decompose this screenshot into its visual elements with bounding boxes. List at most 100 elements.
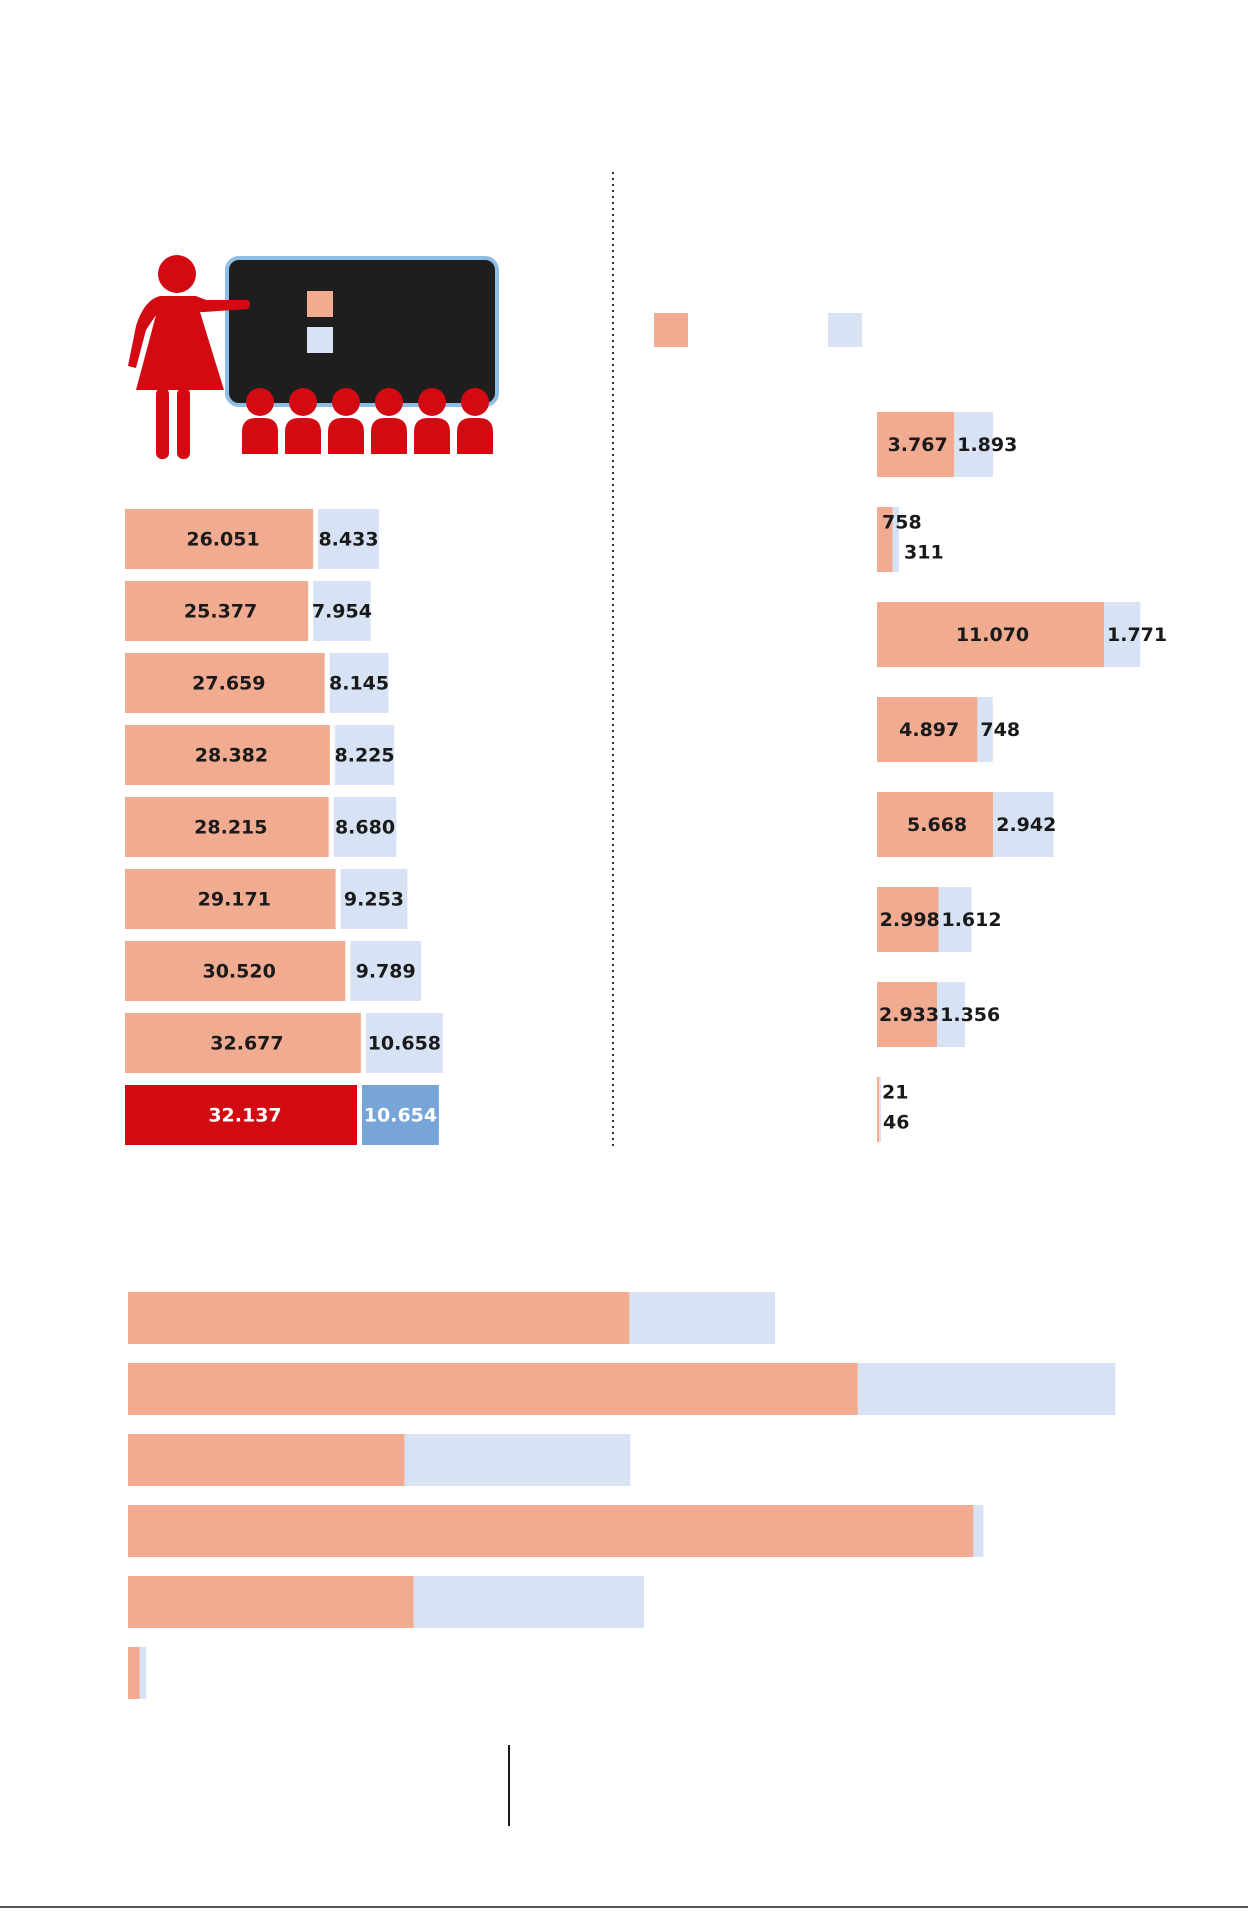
chart1-label-b: 7.954 — [312, 601, 372, 623]
chart1-bar-b — [313, 581, 371, 641]
student-head-icon — [375, 388, 403, 416]
chart1-bar-a — [125, 509, 314, 569]
chart2-bar-b — [1104, 602, 1141, 667]
student-body-icon — [414, 418, 450, 454]
chart3-bar-a — [128, 1292, 630, 1344]
chart3-bar-a — [128, 1576, 414, 1628]
chart1-label-a: 29.171 — [198, 889, 271, 911]
chart1-bar-a — [125, 653, 325, 713]
student-head-icon — [332, 388, 360, 416]
chart1-label-a: 32.677 — [210, 1033, 283, 1055]
chart1-bar-b — [340, 869, 408, 929]
chart1-label-b: 9.789 — [356, 961, 416, 983]
chart1-bar-b — [318, 509, 379, 569]
chart1-bar-b — [334, 725, 395, 785]
chart1-bar-b — [365, 1013, 443, 1073]
chart1-label-b: 10.658 — [368, 1033, 441, 1055]
chart2-bar-b — [977, 697, 993, 762]
chart-2: 3.767 1.893 758 311 11.070 1.771 4.897 748 5.668… — [877, 412, 1167, 1142]
blackboard-icon — [225, 256, 499, 407]
chart2-label-a: 2.933 — [879, 1004, 939, 1026]
student-body-icon — [457, 418, 493, 454]
chart1-label-b: 10.654 — [364, 1105, 437, 1127]
chart2-bar-a — [877, 1077, 879, 1142]
chart2-bar-b — [879, 1077, 881, 1142]
chart2-bar-b — [937, 982, 965, 1047]
chart2-bar-a — [877, 602, 1104, 667]
chart2-bar-a — [877, 887, 939, 952]
chart1-label-b: 8.145 — [329, 673, 389, 695]
chart3-bar-a — [128, 1434, 405, 1486]
chart1-label-a: 27.659 — [192, 673, 265, 695]
student-head-icon — [289, 388, 317, 416]
chart1-label-a: 25.377 — [184, 601, 257, 623]
teacher-classroom-illustration — [128, 255, 499, 459]
chart3-bar-b — [413, 1576, 644, 1628]
student-body-icon — [285, 418, 321, 454]
chart2-label-b: 46 — [883, 1112, 909, 1134]
chart2-label-b: 311 — [904, 542, 944, 564]
chart2-label-a: 2.998 — [880, 909, 940, 931]
chart2-label-a: 21 — [882, 1082, 908, 1104]
chart2-bar-b — [892, 507, 899, 572]
chart3-bar-b — [857, 1363, 1116, 1415]
chart2-label-b: 1.771 — [1107, 624, 1167, 646]
chart3-bar-b — [973, 1505, 984, 1557]
chart2-label-b: 1.893 — [957, 434, 1017, 456]
chart1-label-b: 8.225 — [335, 745, 395, 767]
legend-swatch-lightblue-icon — [307, 327, 333, 353]
chart1-bar-a — [125, 869, 336, 929]
chart3-bar-a — [128, 1363, 858, 1415]
student-body-icon — [242, 418, 278, 454]
chart1-bar-b — [350, 941, 421, 1001]
chart3-bar-a — [128, 1505, 974, 1557]
student-head-icon — [246, 388, 274, 416]
chart2-label-a: 3.767 — [888, 434, 948, 456]
chart2-label-a: 5.668 — [907, 814, 967, 836]
legend-swatch-salmon-icon — [307, 291, 333, 317]
teacher-icon — [128, 255, 250, 459]
chart2-label-b: 1.612 — [941, 909, 1001, 931]
student-head-icon — [461, 388, 489, 416]
chart1-label-a: 28.382 — [195, 745, 268, 767]
chart2-bar-a — [877, 507, 893, 572]
students-icon — [242, 388, 493, 454]
chart1-label-a: 30.520 — [202, 961, 275, 983]
chart2-label-b: 748 — [980, 719, 1020, 741]
chart2-bar-a — [877, 982, 938, 1047]
chart3-bar-a — [128, 1647, 140, 1699]
chart3-bar-b — [404, 1434, 631, 1486]
chart1-bar-a — [125, 1085, 357, 1145]
chart1-label-b: 8.680 — [335, 817, 395, 839]
chart1-bar-a — [125, 725, 330, 785]
chart2-bar-a — [877, 412, 955, 477]
chart1-bar-a — [125, 941, 346, 1001]
chart1-bar-b — [333, 797, 397, 857]
chart1-bar-b — [362, 1085, 439, 1145]
student-body-icon — [371, 418, 407, 454]
chart2-label-a: 11.070 — [956, 624, 1029, 646]
student-head-icon — [418, 388, 446, 416]
legend-swatch-salmon-icon — [654, 313, 688, 347]
student-body-icon — [328, 418, 364, 454]
chart1-bar-a — [125, 581, 309, 641]
chart2-bar-b — [993, 792, 1054, 857]
chart2-bar-a — [877, 697, 978, 762]
chart2-label-b: 2.942 — [996, 814, 1056, 836]
chart1-label-b: 9.253 — [344, 889, 404, 911]
chart3-bar-b — [139, 1647, 147, 1699]
chart2-label-b: 1.356 — [940, 1004, 1000, 1026]
chart-3 — [128, 1292, 1116, 1699]
chart1-bar-b — [329, 653, 389, 713]
chart2-label-a: 758 — [882, 512, 922, 534]
legend-swatch-lightblue-icon — [828, 313, 862, 347]
chart1-label-a: 32.137 — [208, 1105, 281, 1127]
chart1-label-b: 8.433 — [318, 529, 378, 551]
chart2-label-a: 4.897 — [899, 719, 959, 741]
chart2-bar-a — [877, 792, 994, 857]
chart1-label-a: 26.051 — [186, 529, 259, 551]
chart1-bar-a — [125, 1013, 361, 1073]
chart3-bar-b — [629, 1292, 776, 1344]
chart2-bar-b — [954, 412, 994, 477]
